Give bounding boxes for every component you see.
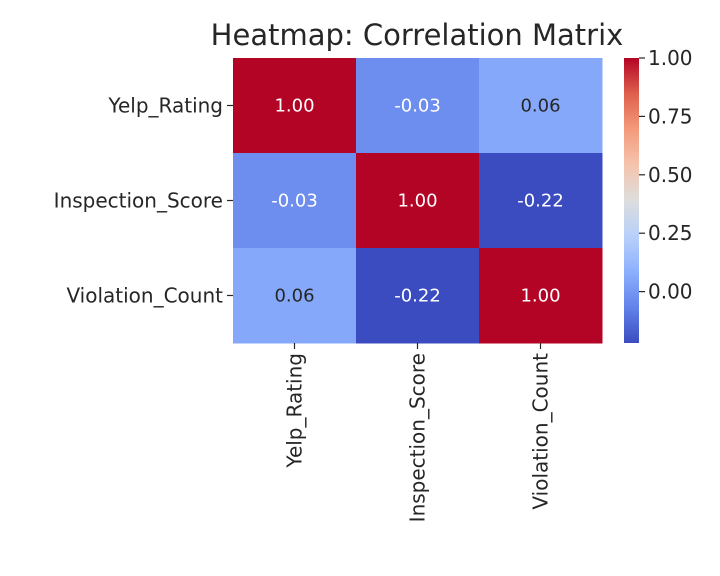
column-labels: Yelp_Rating Inspection_Score Violation_Cou… — [283, 343, 553, 522]
row-label-0: Yelp_Rating — [107, 94, 223, 118]
colorbar-tick-label-0: 0.00 — [648, 280, 693, 304]
heatmap-cell-0-1 — [356, 58, 480, 154]
colorbar-tick-label-2: 0.50 — [648, 163, 693, 187]
col-label-1: Inspection_Score — [406, 353, 430, 522]
chart-title: Heatmap: Correlation Matrix — [211, 18, 624, 52]
row-label-1: Inspection_Score — [54, 189, 223, 213]
heatmap-cell-1-1 — [356, 153, 480, 249]
cell-value-label-0-2: 0.06 — [520, 96, 560, 117]
heatmap-cell-2-0 — [233, 248, 357, 344]
cell-value-label-2-2: 1.00 — [520, 286, 560, 307]
cell-value-label-1-1: 1.00 — [397, 191, 437, 212]
heatmap-cells: 1.00 -0.03 0.06 -0.03 1.00 -0.22 0.06 -0.22 1.00 — [233, 58, 603, 344]
row-labels: Yelp_Rating Inspection_Score Violation_Cou… — [54, 94, 233, 308]
colorbar-tick-label-1: 0.25 — [648, 221, 693, 245]
cell-value-label-1-2: -0.22 — [517, 191, 564, 212]
col-label-0: Yelp_Rating — [283, 353, 307, 469]
heatmap-cell-1-0 — [233, 153, 357, 249]
col-label-2: Violation_Count — [529, 353, 553, 510]
heatmap-cell-2-2 — [479, 248, 603, 344]
cell-value-label-0-1: -0.03 — [394, 96, 441, 117]
heatmap-cell-0-0 — [233, 58, 357, 154]
colorbar-ticks: 0.00 0.25 0.50 0.75 1.00 — [639, 46, 693, 304]
cell-value-label-1-0: -0.03 — [271, 191, 318, 212]
colorbar-tick-label-3: 0.75 — [648, 104, 693, 128]
cell-value-label-2-0: 0.06 — [274, 286, 314, 307]
colorbar — [624, 58, 639, 343]
cell-value-label-0-0: 1.00 — [274, 96, 314, 117]
colorbar-tick-label-4: 1.00 — [648, 46, 693, 70]
cell-value-label-2-1: -0.22 — [394, 286, 441, 307]
row-label-2: Violation_Count — [66, 284, 223, 308]
heatmap-cell-1-2 — [479, 153, 603, 249]
heatmap-cell-2-1 — [356, 248, 480, 344]
heatmap-cell-0-2 — [479, 58, 603, 154]
